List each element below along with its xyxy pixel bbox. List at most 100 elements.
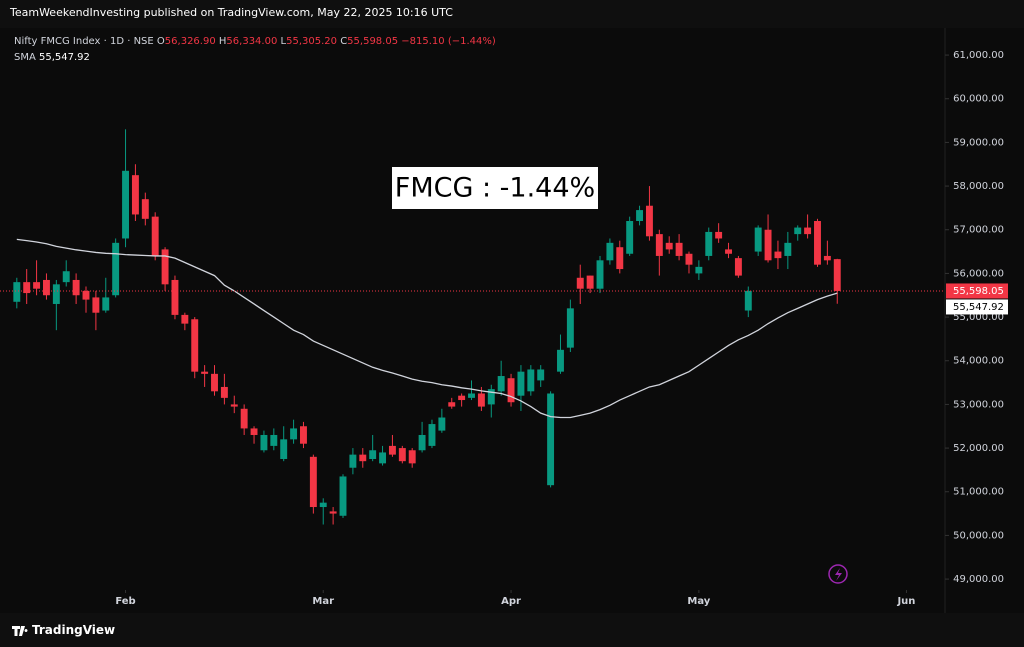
- candle-body: [33, 282, 41, 289]
- y-tick-label: 50,000.00: [953, 530, 1004, 541]
- candle-body: [448, 402, 456, 407]
- candle-body: [122, 170, 129, 239]
- price-tag: [946, 283, 1008, 299]
- candle-body: [141, 199, 149, 219]
- candle-body: [725, 249, 732, 254]
- candle-body: [408, 450, 416, 464]
- candle-body: [823, 255, 831, 261]
- plot-background: [0, 28, 1024, 613]
- candle-body: [586, 275, 594, 289]
- candle-body: [42, 279, 50, 296]
- candle-body: [191, 319, 199, 372]
- candle-body: [379, 452, 387, 464]
- price-tag: [946, 299, 1008, 315]
- publish-header: TeamWeekendInvesting published on Tradin…: [10, 6, 453, 19]
- tradingview-logo: [12, 626, 28, 636]
- candle-body: [240, 408, 248, 429]
- candle-body: [547, 393, 555, 486]
- candle-body: [388, 445, 396, 455]
- candle-body: [280, 439, 288, 459]
- y-tick-label: 53,000.00: [953, 399, 1004, 410]
- annotation-box: [392, 167, 598, 209]
- candle-body: [695, 266, 703, 274]
- candle-body: [201, 371, 209, 374]
- candle-body: [655, 234, 663, 256]
- candle-body: [596, 260, 604, 289]
- y-tick-label: 58,000.00: [953, 181, 1004, 192]
- candle-body: [72, 279, 80, 296]
- candle-body: [52, 284, 60, 304]
- ohlc-legend: Nifty FMCG Index · 1D · NSE O56,326.90 H…: [14, 36, 496, 47]
- candle-body: [458, 395, 466, 401]
- alert-icon[interactable]: [828, 564, 848, 584]
- candle-body: [339, 476, 347, 516]
- candle-body: [112, 242, 120, 296]
- candle-body: [171, 279, 179, 315]
- candle-body: [665, 242, 673, 250]
- candle-body: [833, 259, 841, 291]
- x-tick-label: May: [687, 596, 710, 607]
- candle-body: [794, 227, 802, 235]
- price-tag-label: 55,547.92: [953, 302, 1004, 313]
- candle-body: [92, 297, 100, 313]
- sma-line: [16, 238, 838, 419]
- candle-body: [675, 242, 683, 256]
- footer-brand: TradingView: [32, 623, 116, 637]
- y-tick-label: 61,000.00: [953, 50, 1004, 61]
- sma-label: SMA: [14, 52, 36, 63]
- y-tick-label: 60,000.00: [953, 94, 1004, 105]
- candle-body: [557, 349, 564, 372]
- candle-body: [181, 314, 189, 324]
- symbol: Nifty FMCG Index · 1D · NSE: [14, 36, 154, 47]
- candle-body: [734, 258, 742, 276]
- candle-body: [606, 242, 614, 261]
- y-tick-label: 49,000.00: [953, 574, 1004, 585]
- candle-body: [250, 428, 258, 435]
- sma-legend: SMA 55,547.92: [14, 52, 90, 63]
- candle-body: [685, 253, 693, 265]
- candle-body: [566, 308, 574, 348]
- candle-body: [359, 454, 367, 462]
- x-tick-label: Jun: [896, 596, 915, 607]
- candle-body: [764, 229, 772, 261]
- candle-body: [131, 175, 139, 215]
- y-tick-label: 51,000.00: [953, 487, 1004, 498]
- change-value: −815.10 (−1.44%): [401, 36, 496, 47]
- sma-value: 55,547.92: [39, 52, 90, 63]
- candle-body: [754, 227, 762, 252]
- candle-body: [300, 426, 307, 444]
- candle-body: [211, 373, 218, 392]
- candle-body: [418, 434, 426, 451]
- candle-body: [270, 434, 278, 446]
- candle-body: [220, 386, 228, 398]
- y-tick-label: 59,000.00: [953, 137, 1004, 148]
- candle-body: [636, 210, 644, 222]
- candle-body: [626, 221, 634, 254]
- candle-body: [438, 417, 446, 431]
- candle-body: [507, 378, 515, 403]
- candle-body: [487, 389, 495, 405]
- candle-body: [398, 448, 406, 462]
- close-label: C: [340, 36, 348, 47]
- candle-body: [468, 393, 475, 398]
- y-tick-label: 52,000.00: [953, 443, 1004, 454]
- candle-body: [527, 369, 535, 392]
- close-value: 55,598.05: [347, 36, 399, 47]
- candle-body: [369, 450, 377, 459]
- price-tag-label: 55,598.05: [953, 286, 1004, 297]
- candle-body: [82, 290, 90, 300]
- candle-body: [309, 456, 317, 508]
- candle-body: [260, 434, 268, 451]
- candle-body: [537, 369, 545, 381]
- x-tick-label: Feb: [115, 596, 135, 607]
- high-label: H: [218, 36, 227, 47]
- candle-body: [102, 297, 110, 311]
- candle-body: [804, 227, 812, 235]
- alert-icon-bolt: [835, 568, 842, 581]
- low-label: L: [280, 36, 287, 47]
- y-tick-label: 55,000.00: [953, 312, 1004, 323]
- candle-body: [329, 511, 337, 514]
- low-value: 55,305.20: [286, 36, 337, 47]
